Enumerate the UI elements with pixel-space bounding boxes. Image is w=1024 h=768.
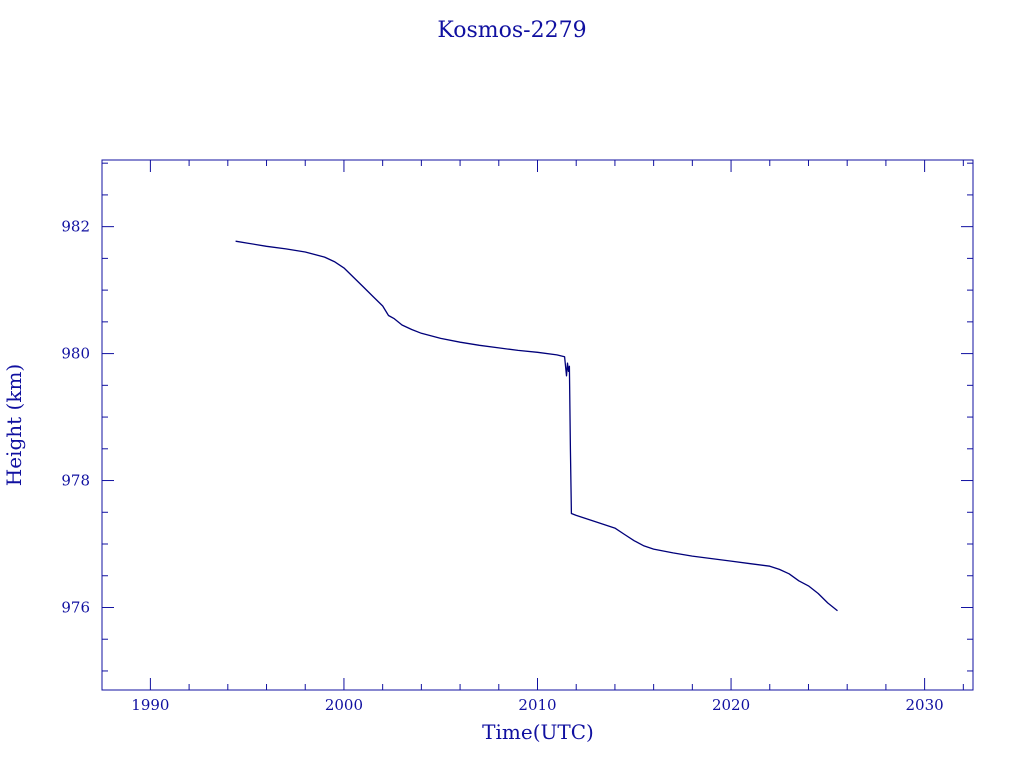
- y-axis-label: Height (km): [2, 364, 26, 486]
- x-tick-label: 1990: [131, 696, 169, 714]
- x-tick-label: 2020: [712, 696, 750, 714]
- x-tick-label: 2010: [518, 696, 556, 714]
- x-tick-label: 2000: [325, 696, 363, 714]
- y-tick-label: 980: [61, 345, 90, 363]
- series-line: [235, 240, 838, 612]
- plot-frame: [101, 159, 974, 691]
- x-axis-label: Time(UTC): [482, 720, 594, 744]
- x-tick-label: 2030: [906, 696, 944, 714]
- y-tick-label: 982: [61, 218, 90, 236]
- y-tick-label: 978: [61, 472, 90, 490]
- y-axis: 976 978 980 982: [61, 162, 973, 672]
- chart-title: Kosmos-2279: [437, 18, 586, 43]
- y-tick-label: 976: [61, 598, 90, 616]
- x-axis: 1990 2000 2010 2020 2030: [131, 160, 964, 714]
